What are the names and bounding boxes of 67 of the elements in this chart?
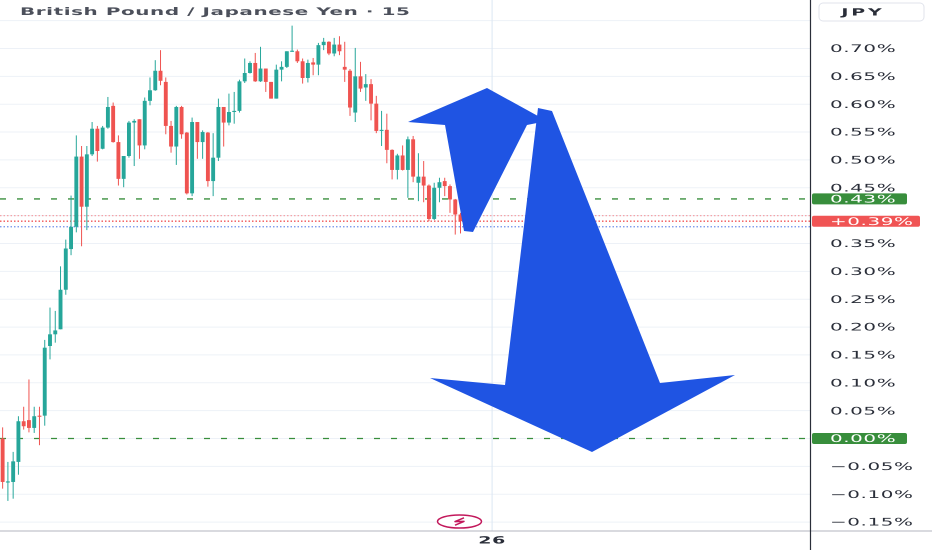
candlestick [400, 144, 405, 171]
y-tick-label: −0.05% [830, 460, 914, 473]
candlestick [222, 106, 226, 148]
candlestick [158, 50, 162, 86]
candlestick [422, 160, 426, 203]
candlestick [332, 37, 336, 57]
candlestick [48, 307, 52, 360]
candlestick [311, 57, 316, 76]
y-tick-label: 0.10% [830, 376, 896, 390]
candlestick [369, 78, 373, 121]
y-tick-label: 0.50% [830, 154, 896, 166]
candlestick [148, 76, 152, 106]
candlestick [448, 184, 452, 214]
text: British Pound / Japanese Yen · 15 [20, 5, 410, 18]
candlestick [384, 113, 389, 164]
y-tick-label: 0.15% [830, 348, 896, 362]
candlestick [322, 37, 326, 51]
candlestick [380, 110, 384, 146]
candlestick [248, 60, 252, 74]
candlestick [295, 49, 300, 64]
candlestick [395, 153, 400, 180]
candlestick [100, 125, 105, 150]
ref-line-label: 0.00% [830, 432, 896, 445]
candlestick [300, 58, 305, 84]
candlestick [390, 148, 394, 180]
x-tick-label: 26 [478, 534, 506, 546]
candlestick [306, 59, 310, 83]
candlestick [169, 120, 173, 154]
text: JPY [840, 6, 885, 18]
candlestick [258, 46, 262, 82]
y-tick-label: −0.15% [830, 516, 914, 528]
ref-line-label: +0.39% [830, 214, 914, 228]
candlestick [153, 60, 158, 92]
ref-line-label: 0.43% [830, 192, 896, 206]
candlestick [358, 61, 362, 92]
candlestick [38, 406, 42, 446]
y-tick-label: 0.65% [830, 70, 896, 83]
y-tick-label: 0.45% [830, 182, 896, 194]
y-tick-label: 0.70% [830, 42, 896, 55]
y-tick-label: 0.35% [830, 237, 896, 250]
candlestick [122, 156, 126, 188]
y-tick-label: 0.30% [830, 265, 896, 278]
candlestick [200, 130, 205, 160]
candlestick [326, 40, 331, 56]
candlestick [95, 125, 100, 162]
y-tick-label: 0.55% [830, 126, 896, 138]
candlestick [226, 93, 231, 126]
candlestick [364, 74, 368, 102]
candlestick [264, 68, 268, 92]
candlestick [316, 42, 320, 76]
y-tick-label: 0.60% [830, 98, 896, 110]
candlestick [53, 310, 58, 344]
candlestick [253, 52, 258, 82]
y-tick-label: 0.05% [830, 404, 896, 417]
candlestick [438, 177, 442, 203]
candlestick [442, 177, 447, 197]
y-tick-label: 0.25% [830, 292, 896, 306]
candlestick [242, 58, 247, 84]
candlestick [338, 36, 342, 56]
y-tick-label: 0.20% [830, 320, 896, 334]
candlestick [195, 122, 200, 160]
candlestick [211, 132, 216, 197]
candlestick [32, 406, 36, 434]
y-tick-label: −0.10% [830, 488, 914, 500]
candlestick [106, 96, 110, 130]
candlestick [280, 60, 284, 82]
candlestick [416, 152, 420, 202]
